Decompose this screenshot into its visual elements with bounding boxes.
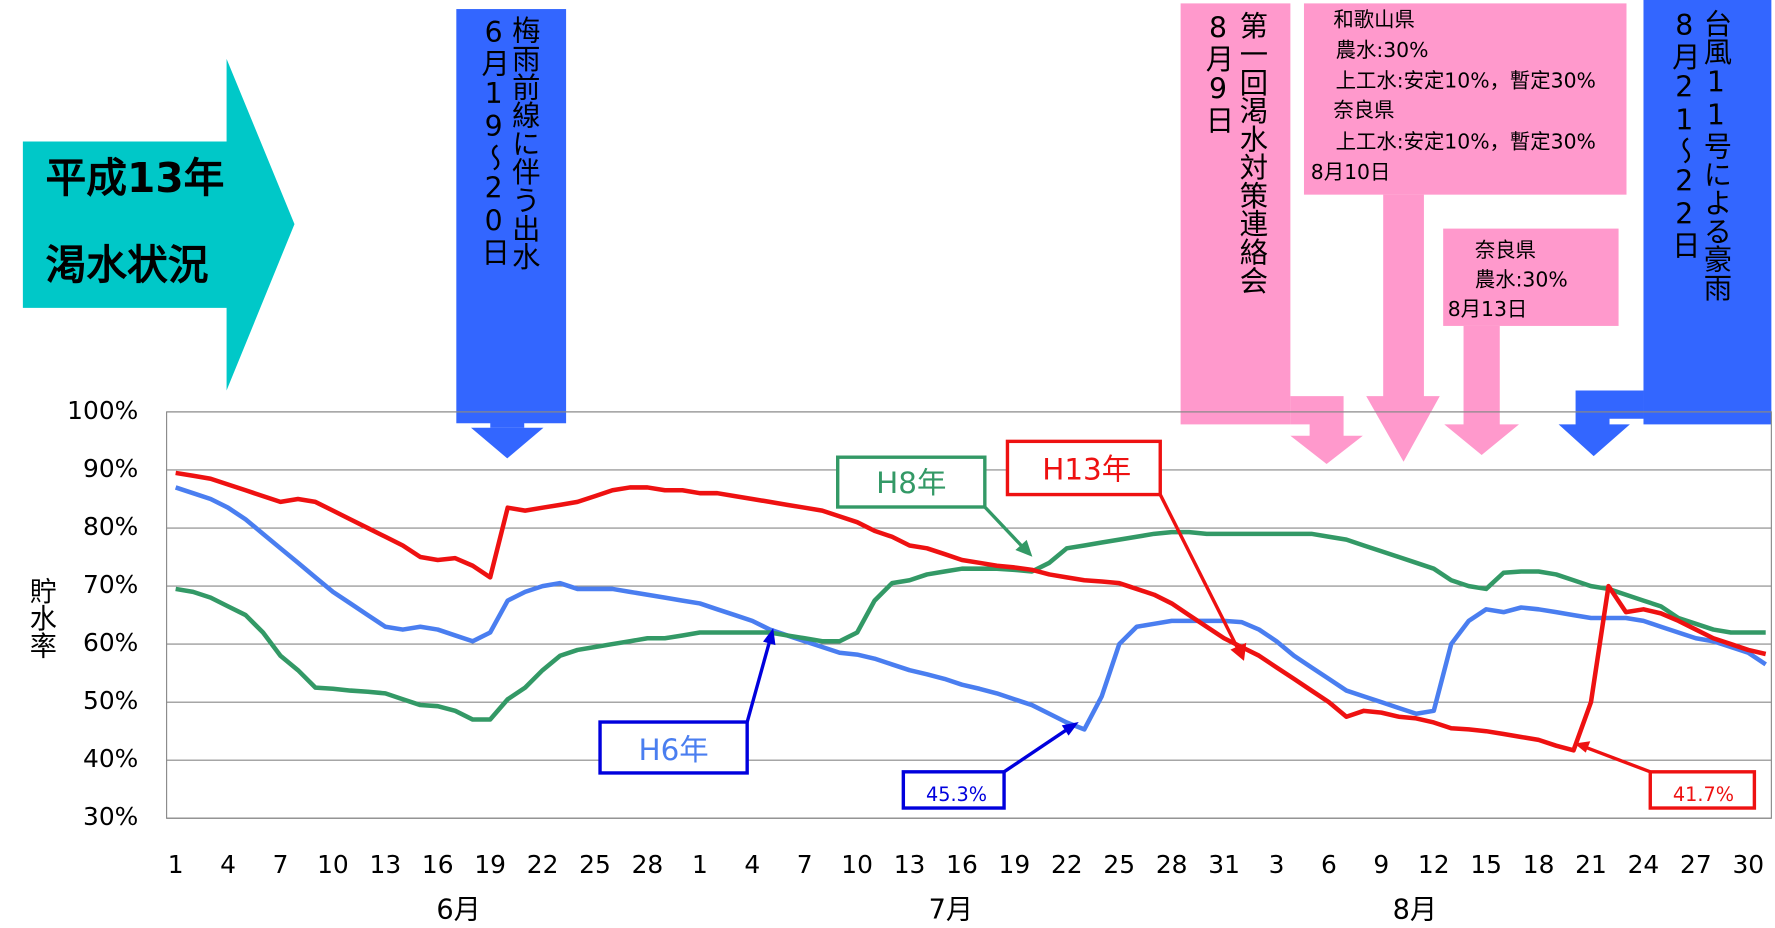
- note-text: 奈良県: [1475, 238, 1536, 262]
- note-text: 農水:30%: [1475, 268, 1568, 292]
- x-tick-label: 1: [168, 850, 184, 879]
- data-label-box: [901, 770, 1006, 810]
- note-arrow: [490, 420, 525, 428]
- x-tick-label: 16: [946, 850, 978, 879]
- x-tick-label: 10: [317, 850, 349, 879]
- title-arrow: [22, 58, 295, 391]
- x-tick-label: 30: [1732, 850, 1764, 879]
- y-tick-label: 90%: [83, 454, 138, 483]
- x-tick-label: 15: [1470, 850, 1502, 879]
- callout-line: [1158, 493, 1240, 651]
- note-text: 和歌山県: [1333, 7, 1414, 31]
- y-tick-label: 40%: [83, 744, 138, 773]
- x-tick-label: 28: [632, 850, 664, 879]
- x-tick-label: 10: [841, 850, 873, 879]
- note-text: 第一回渇水対策連絡会: [1235, 11, 1268, 294]
- note-box: [1443, 228, 1619, 326]
- x-tick-label: 6: [1321, 850, 1337, 879]
- x-tick-label: 12: [1418, 850, 1450, 879]
- x-tick-label: 27: [1680, 850, 1712, 879]
- x-tick-label: 25: [579, 850, 611, 879]
- legend-box: [1005, 439, 1162, 497]
- note-text: 8月9日: [1201, 11, 1234, 134]
- y-tick-label: 80%: [83, 512, 138, 541]
- x-tick-label: 7: [797, 850, 813, 879]
- legend-label: H8年: [876, 466, 946, 500]
- data-label: 41.7%: [1673, 783, 1734, 806]
- data-line: [175, 470, 1767, 753]
- month-label: 6月: [436, 895, 480, 926]
- note-arrow: [1444, 325, 1519, 455]
- note-text: 農水:30%: [1336, 38, 1429, 62]
- x-tick-label: 13: [894, 850, 926, 879]
- x-tick-label: 25: [1103, 850, 1135, 879]
- x-tick-label: 24: [1628, 850, 1660, 879]
- note-arrow: [1290, 396, 1363, 464]
- title: 平成13年: [46, 154, 225, 202]
- note-text: 上工水:安定10%，暫定30%: [1336, 68, 1596, 92]
- title: 渇水状況: [46, 241, 209, 289]
- x-tick-label: 9: [1373, 850, 1389, 879]
- x-tick-label: 3: [1269, 850, 1285, 879]
- note-text: 上工水:安定10%，暫定30%: [1336, 130, 1596, 154]
- x-tick-label: 21: [1575, 850, 1607, 879]
- x-tick-label: 28: [1156, 850, 1188, 879]
- note-arrow: [1558, 390, 1644, 457]
- note-text: 梅雨前線に伴う出水: [508, 16, 541, 271]
- legend-box: [598, 720, 749, 775]
- month-label: 8月: [1393, 895, 1437, 926]
- note-text: 8月10日: [1311, 160, 1391, 184]
- y-axis-label: 貯水率: [24, 577, 56, 659]
- y-tick-label: 30%: [83, 802, 138, 831]
- note-box: [1303, 3, 1627, 195]
- x-tick-label: 7: [273, 850, 289, 879]
- y-tick-label: 50%: [83, 686, 138, 715]
- legend-label: H6年: [638, 733, 708, 767]
- x-tick-label: 18: [1523, 850, 1555, 879]
- y-tick-label: 70%: [83, 570, 138, 599]
- note-text: 台風11号による豪雨: [1699, 9, 1732, 301]
- note-box: [1643, 0, 1772, 425]
- x-tick-label: 19: [474, 850, 506, 879]
- x-tick-label: 22: [1051, 850, 1083, 879]
- note-box: [456, 9, 567, 424]
- y-tick-label: 100%: [67, 396, 138, 425]
- callout-line: [983, 505, 1026, 551]
- note-text: 奈良県: [1333, 98, 1394, 122]
- callout-arrow: [1574, 741, 1591, 753]
- note-box: [1180, 3, 1291, 425]
- month-label: 7月: [929, 895, 973, 926]
- y-tick-label: 60%: [83, 628, 138, 657]
- note-text: 8月21～22日: [1668, 9, 1701, 259]
- callout-arrow: [1230, 642, 1247, 661]
- x-tick-label: 1: [692, 850, 708, 879]
- data-line: [174, 485, 1767, 732]
- callout-line: [1003, 726, 1071, 774]
- note-arrow: [1366, 194, 1440, 462]
- callout-arrow: [763, 628, 776, 646]
- note-arrow: [471, 427, 544, 459]
- x-tick-label: 4: [220, 850, 236, 879]
- x-tick-label: 22: [527, 850, 559, 879]
- x-tick-label: 19: [999, 850, 1031, 879]
- x-tick-label: 4: [744, 850, 760, 879]
- callout-line: [745, 640, 772, 723]
- callout-line: [1584, 745, 1651, 774]
- x-tick-label: 16: [422, 850, 454, 879]
- legend-box: [836, 455, 987, 509]
- callout-arrow: [1061, 722, 1079, 736]
- data-label: 45.3%: [926, 783, 987, 806]
- legend-label: H13年: [1042, 452, 1131, 486]
- x-tick-label: 13: [370, 850, 402, 879]
- note-text: 8月13日: [1448, 297, 1528, 321]
- callout-arrow: [1015, 539, 1033, 557]
- data-line: [175, 529, 1766, 722]
- x-tick-label: 31: [1208, 850, 1240, 879]
- data-label-box: [1648, 770, 1757, 810]
- note-text: 6月19～20日: [477, 16, 510, 266]
